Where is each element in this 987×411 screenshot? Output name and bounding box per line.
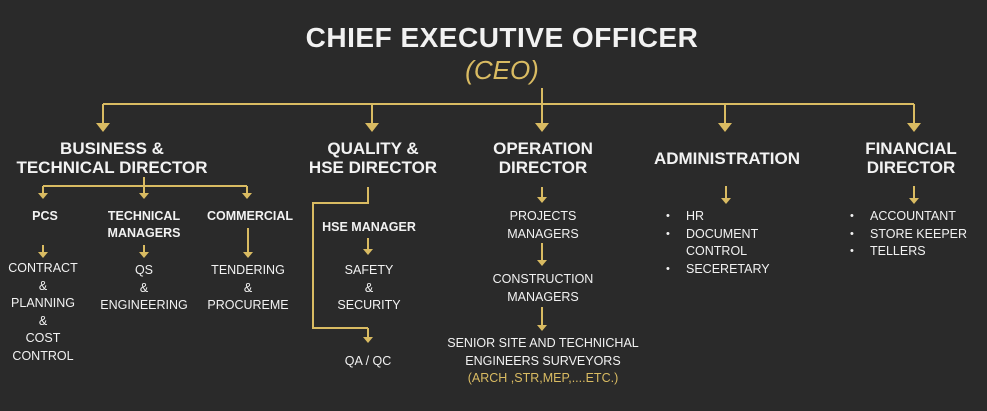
business-technical-director: BUSINESS & TECHNICAL DIRECTOR <box>16 139 207 177</box>
heading-line: QUALITY & <box>327 139 419 158</box>
arrow-icon <box>907 123 921 132</box>
item: PROJECTS <box>509 209 577 223</box>
heading-line: TECHNICAL DIRECTOR <box>16 158 208 177</box>
projects-managers: PROJECTS MANAGERS <box>507 208 579 243</box>
heading-line: HSE DIRECTOR <box>308 158 438 177</box>
ceo-connector <box>103 88 914 105</box>
list-item: STORE KEEPER <box>850 226 967 244</box>
commercial-heading: COMMERCIAL <box>206 209 294 223</box>
arrow-icon <box>139 252 149 258</box>
disciplines: (ARCH ,STR,MEP,....ETC.) <box>467 371 619 386</box>
qa-qc: QA / QC <box>344 354 392 368</box>
hse-connector <box>312 187 369 329</box>
item: SENIOR SITE AND TECHNICHAL <box>447 336 639 350</box>
item: & <box>38 278 48 293</box>
arrow-icon <box>535 123 549 132</box>
heading-line: OPERATION <box>493 139 593 158</box>
list-item: ACCOUNTANT <box>850 208 967 226</box>
item: ENGINEERS SURVEYORS <box>465 353 621 368</box>
list-item: DOCUMENT CONTROL <box>666 226 758 261</box>
arrow-icon <box>139 193 149 199</box>
arrow-icon <box>721 198 731 204</box>
heading-line: TECHNICAL <box>107 209 181 223</box>
arrow-icon <box>363 337 373 343</box>
administration-heading: ADMINISTRATION <box>653 149 801 168</box>
item: SECURITY <box>337 298 401 313</box>
arrow-icon <box>537 260 547 266</box>
financial-director: FINANCIAL DIRECTOR <box>865 139 957 177</box>
technical-items: QS & ENGINEERING <box>100 262 188 315</box>
arrow-icon <box>38 252 48 258</box>
heading-line: BUSINESS & <box>60 139 164 158</box>
pcs-items: CONTRACT & PLANNING & COST CONTROL <box>8 260 77 366</box>
heading-line: DIRECTOR <box>866 158 956 177</box>
item: MANAGERS <box>507 226 579 241</box>
arrow-icon <box>718 123 732 132</box>
hse-manager-heading: HSE MANAGER <box>322 220 416 234</box>
item: CONTROL <box>12 348 74 363</box>
list-item: SECERETARY <box>666 261 776 279</box>
item: & <box>243 280 253 295</box>
item: CONSTRUCTION <box>492 272 594 286</box>
technical-managers-heading: TECHNICAL MANAGERS <box>108 208 181 242</box>
heading-line: DIRECTOR <box>498 158 588 177</box>
arrow-icon <box>537 325 547 331</box>
arrow-icon <box>365 123 379 132</box>
ceo-title: CHIEF EXECUTIVE OFFICER <box>305 22 699 53</box>
administration-list: HR DOCUMENT CONTROL SECERETARY <box>666 208 776 278</box>
pcs-heading: PCS <box>32 209 58 223</box>
arrow-icon <box>243 252 253 258</box>
item: TENDERING <box>211 263 285 277</box>
safety-items: SAFETY & SECURITY <box>337 262 400 315</box>
list-item: TELLERS <box>850 243 967 261</box>
item: & <box>38 313 48 328</box>
arrow-icon <box>96 123 110 132</box>
item: CONTRACT <box>8 261 78 275</box>
item: QS <box>134 263 154 277</box>
item: PLANNING <box>11 296 75 311</box>
financial-list: ACCOUNTANT STORE KEEPER TELLERS <box>850 208 967 261</box>
list-item: HR <box>666 208 776 226</box>
heading-line: MANAGERS <box>107 226 181 240</box>
arrow-icon <box>537 197 547 203</box>
item: & <box>139 280 149 295</box>
item: MANAGERS <box>507 289 579 304</box>
senior-engineers: SENIOR SITE AND TECHNICHAL ENGINEERS SUR… <box>447 335 638 388</box>
construction-managers: CONSTRUCTION MANAGERS <box>493 271 594 306</box>
commercial-items: TENDERING & PROCUREME <box>207 262 288 315</box>
heading-line: FINANCIAL <box>865 139 957 158</box>
quality-hse-director: QUALITY & HSE DIRECTOR <box>309 139 437 177</box>
arrow-icon <box>38 193 48 199</box>
operation-director: OPERATION DIRECTOR <box>493 139 593 177</box>
arrow-icon <box>363 249 373 255</box>
item: COST <box>25 331 61 346</box>
item: SAFETY <box>344 263 394 277</box>
ceo-abbr: (CEO) <box>465 55 539 85</box>
arrow-icon <box>909 198 919 204</box>
item: & <box>364 280 374 295</box>
item: PROCUREME <box>207 298 289 313</box>
arrow-icon <box>242 193 252 199</box>
item: ENGINEERING <box>100 298 188 313</box>
